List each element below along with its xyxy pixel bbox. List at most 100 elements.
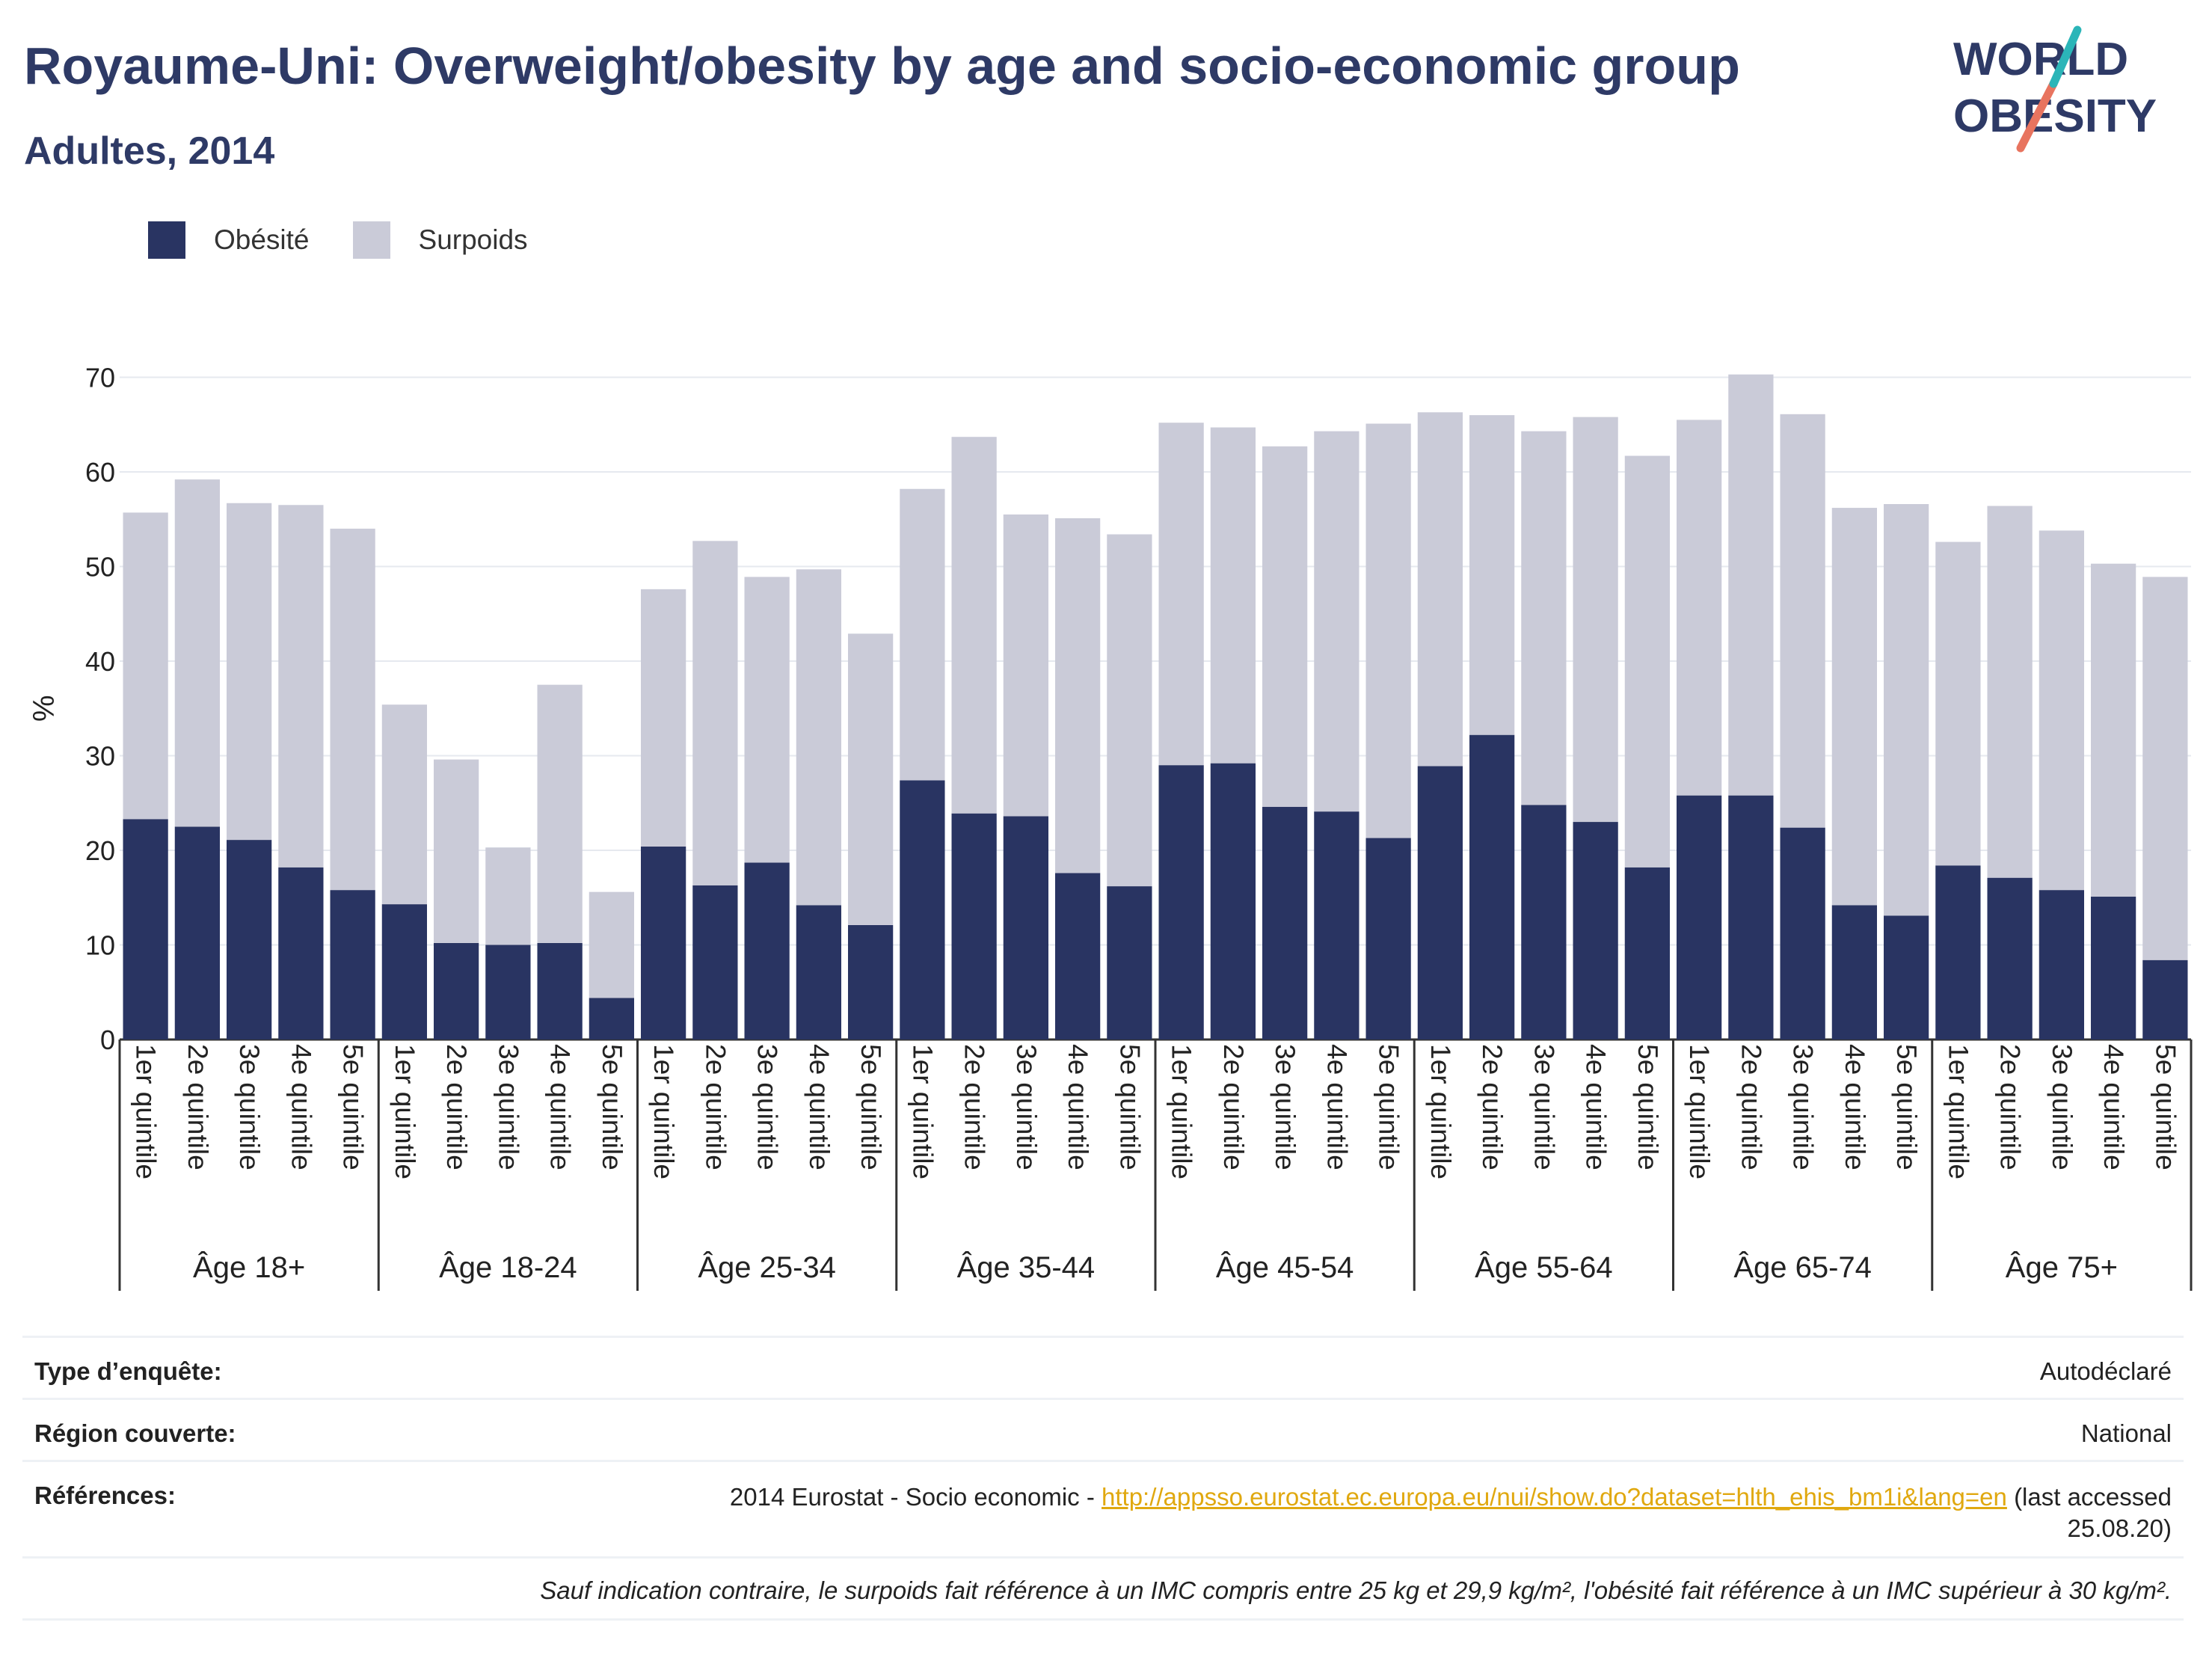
chart-title: Royaume-Uni: Overweight/obesity by age a… <box>24 37 1740 95</box>
x-tick-label: 3e quintile <box>2047 1044 2077 1170</box>
bar-overweight <box>434 759 479 943</box>
logo-line1: WORLD <box>1953 34 2128 85</box>
bar-obesity <box>848 924 894 1040</box>
survey-info-table: Type d’enquête: Autodéclaré Région couve… <box>22 1336 2184 1621</box>
bar-obesity <box>1728 795 1774 1040</box>
bar-obesity <box>2142 959 2188 1040</box>
x-tick-label: 5e quintile <box>1632 1044 1663 1170</box>
x-tick-label: 5e quintile <box>855 1044 886 1170</box>
bar-overweight <box>330 528 375 891</box>
info-row-footnote: Sauf indication contraire, le surpoids f… <box>22 1556 2184 1621</box>
x-tick-label: 2e quintile <box>182 1044 213 1170</box>
bar-obesity <box>951 813 997 1040</box>
bar-obesity <box>744 862 790 1040</box>
group-label: Âge 18+ <box>193 1250 305 1284</box>
x-tick-label: 3e quintile <box>493 1044 523 1170</box>
bar-overweight <box>1003 514 1048 817</box>
bar-overweight <box>1262 446 1308 807</box>
bar-obesity <box>381 904 427 1040</box>
bar-overweight <box>1677 420 1722 796</box>
legend-item-overweight[interactable]: Surpoids <box>352 221 528 259</box>
x-tick-label: 4e quintile <box>286 1044 316 1170</box>
bar-overweight <box>1158 423 1204 766</box>
bar-obesity <box>1107 886 1152 1040</box>
bar-obesity <box>1624 867 1670 1040</box>
references-label: Références: <box>34 1481 176 1509</box>
bar-obesity <box>1677 795 1722 1040</box>
references-line-1: 2014 Eurostat - Socio economic - http://… <box>730 1481 2172 1513</box>
region-value: National <box>2080 1419 2172 1447</box>
bar-overweight <box>1780 414 1825 828</box>
bar-overweight <box>1365 423 1411 838</box>
x-tick-label: 4e quintile <box>545 1044 576 1170</box>
y-tick-label: 20 <box>85 835 115 866</box>
bar-overweight <box>1521 431 1567 805</box>
bar-obesity <box>1780 827 1825 1040</box>
bar-obesity <box>174 826 220 1040</box>
bar-overweight <box>381 704 427 905</box>
x-tick-label: 4e quintile <box>1581 1044 1612 1170</box>
x-tick-label: 4e quintile <box>1321 1044 1352 1170</box>
bar-overweight <box>744 577 790 863</box>
x-tick-label: 2e quintile <box>1995 1044 2026 1170</box>
bar-overweight <box>123 512 168 820</box>
bar-obesity <box>1987 877 2033 1040</box>
bar-obesity <box>1158 765 1204 1040</box>
bar-overweight <box>1624 455 1670 868</box>
bar-overweight <box>1314 431 1360 812</box>
bar-overweight <box>796 569 841 906</box>
bar-overweight <box>2091 563 2136 897</box>
legend-item-obesity[interactable]: Obésité <box>148 221 310 259</box>
y-tick-label: 70 <box>85 363 115 393</box>
bar-obesity <box>330 890 375 1040</box>
x-tick-label: 4e quintile <box>804 1044 835 1170</box>
legend-label-obesity: Obésité <box>214 224 310 255</box>
bar-overweight <box>1884 504 1929 916</box>
x-tick-label: 4e quintile <box>1840 1044 1870 1170</box>
bar-overweight <box>174 479 220 827</box>
bar-obesity <box>227 840 272 1040</box>
bar-overweight <box>1055 518 1101 873</box>
bar-obesity <box>900 780 945 1040</box>
group-label: Âge 25-34 <box>698 1250 836 1284</box>
group-label: Âge 55-64 <box>1475 1250 1613 1284</box>
x-tick-label: 3e quintile <box>1011 1044 1042 1170</box>
bar-overweight <box>1831 508 1877 906</box>
x-tick-label: 1er quintile <box>131 1044 162 1179</box>
bar-obesity <box>485 945 531 1040</box>
x-tick-label: 5e quintile <box>597 1044 627 1170</box>
references-link[interactable]: http://appsso.eurostat.ec.europa.eu/nui/… <box>1102 1483 2007 1511</box>
bar-obesity <box>1573 822 1618 1040</box>
info-row-survey-type: Type d’enquête: Autodéclaré <box>22 1336 2184 1398</box>
x-tick-label: 2e quintile <box>1218 1044 1249 1170</box>
x-tick-label: 1er quintile <box>648 1044 679 1179</box>
logo-slash-teal <box>2049 25 2082 88</box>
group-label: Âge 75+ <box>2006 1250 2118 1284</box>
bar-overweight <box>2039 530 2084 891</box>
x-tick-label: 3e quintile <box>1270 1044 1300 1170</box>
bar-overweight <box>1107 534 1152 887</box>
bar-obesity <box>1262 806 1308 1040</box>
bar-overweight <box>589 891 634 998</box>
x-tick-label: 2e quintile <box>1477 1044 1508 1170</box>
bar-obesity <box>1831 905 1877 1040</box>
bar-obesity <box>641 846 686 1040</box>
references-suffix-2: 25.08.20) <box>2067 1514 2172 1542</box>
x-tick-label: 4e quintile <box>1063 1044 1093 1170</box>
x-tick-label: 3e quintile <box>1529 1044 1559 1170</box>
x-tick-label: 1er quintile <box>1167 1044 1197 1179</box>
legend-swatch-overweight <box>352 221 390 259</box>
x-tick-label: 1er quintile <box>390 1044 420 1179</box>
bar-overweight <box>1935 541 1981 866</box>
x-tick-label: 1er quintile <box>1943 1044 1973 1179</box>
group-label: Âge 18-24 <box>439 1250 577 1284</box>
bar-overweight <box>2142 577 2188 960</box>
bar-overweight <box>1469 415 1515 735</box>
bar-overweight <box>1987 506 2033 878</box>
y-tick-label: 0 <box>100 1025 115 1055</box>
y-tick-label: 40 <box>85 646 115 677</box>
x-tick-label: 3e quintile <box>752 1044 783 1170</box>
x-tick-label: 2e quintile <box>441 1044 472 1170</box>
references-value: 2014 Eurostat - Socio economic - http://… <box>730 1481 2172 1544</box>
bar-obesity <box>1210 763 1256 1040</box>
